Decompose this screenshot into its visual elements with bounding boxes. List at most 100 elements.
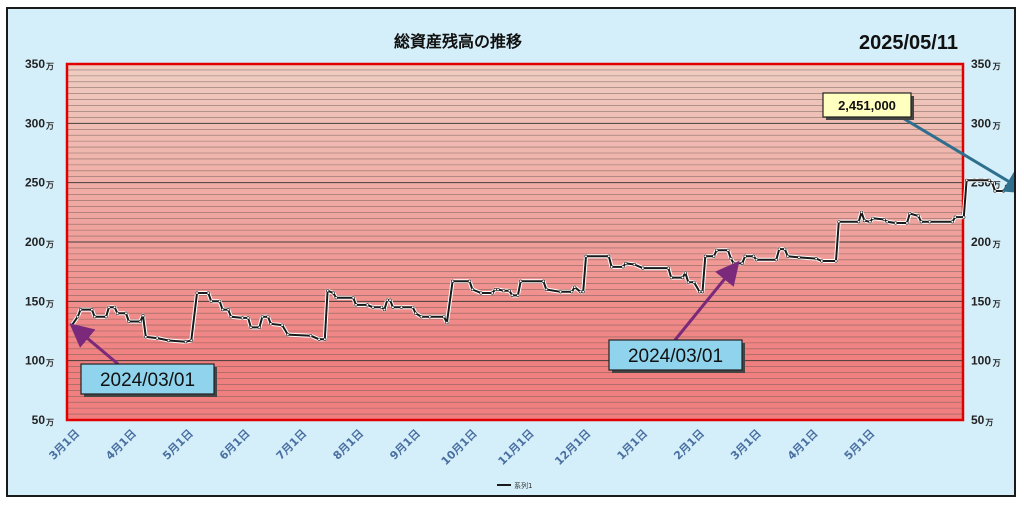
series-point [726, 248, 730, 252]
series-point [155, 336, 159, 340]
y-tick-label-left: 100 [25, 354, 45, 368]
series-point [584, 254, 588, 258]
series-point [496, 287, 500, 292]
series-point [820, 259, 824, 263]
background-band [67, 111, 963, 118]
series-point [309, 334, 313, 338]
background-bands [67, 64, 963, 420]
series-point [490, 291, 494, 295]
series-point [127, 319, 131, 324]
series-point [859, 210, 864, 214]
series-point [226, 308, 230, 312]
series-point [541, 279, 546, 283]
series-point [964, 178, 969, 182]
background-band [67, 307, 963, 314]
background-band [67, 206, 963, 213]
series-point [218, 299, 222, 303]
series-point [697, 290, 702, 294]
x-tick-label: 4月1日 [103, 427, 139, 463]
background-band [67, 129, 963, 136]
series-point [950, 220, 955, 224]
y-tick-label-right: 200 [971, 235, 991, 249]
series-point [365, 303, 370, 307]
series-point [516, 293, 520, 298]
background-band [67, 265, 963, 273]
series-point [683, 271, 688, 275]
background-band [67, 153, 963, 160]
background-band [67, 105, 963, 112]
x-tick-label: 7月1日 [274, 427, 310, 463]
series-point [479, 291, 483, 295]
background-band [67, 313, 963, 320]
series-point [391, 305, 395, 309]
background-band [67, 81, 963, 89]
series-point [280, 323, 284, 327]
series-point [206, 291, 210, 295]
annotation-callout-start-label: 2024/03/01 [100, 370, 195, 391]
series-point [732, 261, 736, 265]
series-point [269, 322, 273, 326]
series-point [905, 221, 909, 225]
series-point [354, 303, 358, 307]
series-point [468, 279, 472, 283]
series-point [76, 315, 80, 319]
y-tick-unit-left: 万 [45, 240, 54, 249]
annotation-arrow [69, 323, 119, 366]
background-band [67, 247, 963, 255]
background-band [67, 325, 963, 332]
y-tick-label-left: 250 [25, 176, 45, 190]
series-point [544, 287, 548, 292]
series-point [93, 315, 97, 319]
annotation-value-label: 2,451,000 [838, 98, 896, 113]
background-band [67, 253, 963, 261]
y-tick-unit-right: 万 [992, 181, 1001, 190]
series-point [229, 315, 233, 319]
chart-frame: 総資産残高の推移 2025/05/11 50 万 100 万 150 万 200 万 250 万 3… [6, 7, 1016, 497]
series-point [573, 285, 577, 289]
background-band [67, 87, 963, 95]
series-point [249, 325, 253, 330]
y-tick-unit-left: 万 [45, 359, 54, 368]
series-point [885, 220, 889, 224]
background-band [67, 99, 963, 107]
series-point [246, 316, 250, 320]
series-point [607, 254, 611, 258]
x-tick-label: 9月1日 [387, 427, 423, 463]
y-tick-label-right: 150 [971, 294, 991, 308]
series-point [266, 315, 270, 319]
annotations: 2024/03/01 2024/03/01 2,451,000 [69, 92, 1014, 397]
series-point [445, 321, 449, 325]
annotation-value-box [822, 92, 912, 118]
series-point [78, 308, 83, 312]
series-point [351, 296, 355, 300]
y-tick-unit-right: 万 [992, 240, 1001, 249]
x-tick-label: 12月1日 [552, 427, 593, 468]
background-band [67, 224, 963, 231]
series-point [1001, 189, 1006, 193]
series-point [862, 219, 867, 223]
y-tick-unit-left: 万 [45, 299, 54, 308]
background-band [67, 336, 963, 344]
series-point [754, 258, 759, 262]
series-point [814, 257, 818, 261]
background-band [67, 64, 963, 71]
date-label: 2025/05/11 [859, 32, 958, 54]
series-point [953, 215, 957, 219]
y-tick-unit-left: 万 [45, 418, 54, 427]
y-tick-label-right: 250 [971, 176, 991, 190]
series-point [700, 290, 705, 294]
series-point [686, 280, 690, 284]
series-point [414, 311, 418, 315]
background-band [67, 158, 963, 166]
series-point [692, 280, 696, 284]
background-band [67, 188, 963, 196]
y-tick-unit-right: 万 [992, 121, 1001, 130]
series-point [90, 308, 94, 312]
background-band [67, 283, 963, 290]
background-band [67, 277, 963, 285]
series-point [703, 254, 707, 258]
series-point [834, 259, 838, 263]
series-point [442, 315, 446, 319]
